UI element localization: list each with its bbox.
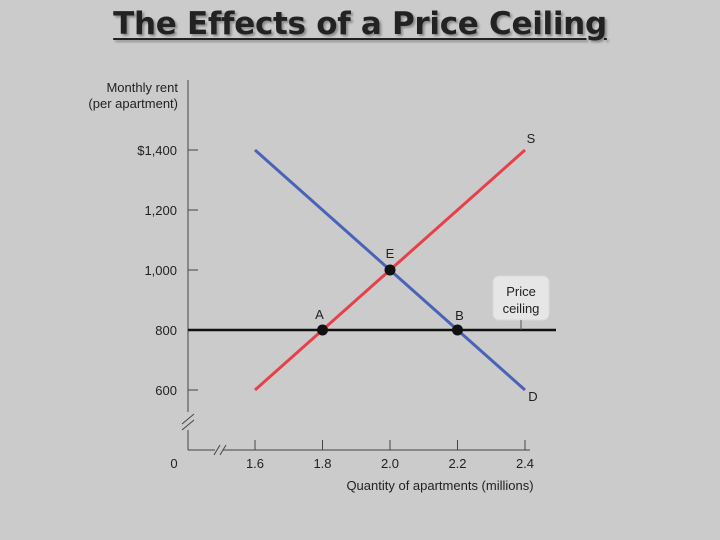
slide-title: The Effects of a Price Ceiling bbox=[113, 6, 607, 42]
chart-labels: 600 800 1,000 1,200 $1,400 1.6 1.8 2.0 2.2 2.4 0 Mo… bbox=[88, 80, 550, 493]
x-axis-break-mark bbox=[219, 444, 227, 456]
equilibrium-points bbox=[317, 264, 463, 336]
x-tick-label: 1.8 bbox=[313, 456, 331, 471]
supply-label: S bbox=[527, 131, 536, 146]
point-e bbox=[384, 264, 396, 276]
y-tick-label: $1,400 bbox=[137, 143, 177, 158]
x-tick-label: 2.0 bbox=[381, 456, 399, 471]
y-tick-label: 800 bbox=[155, 323, 177, 338]
point-b bbox=[452, 324, 463, 336]
x-tick-label: 2.2 bbox=[448, 456, 466, 471]
x-tick-label: 2.4 bbox=[516, 456, 534, 471]
y-axis-break-mark bbox=[181, 419, 195, 431]
y-tick-label: 600 bbox=[155, 383, 177, 398]
y-axis-break-mark bbox=[181, 413, 195, 425]
price-ceiling-label: Price bbox=[506, 284, 536, 299]
point-label-a: A bbox=[315, 307, 324, 322]
origin-label: 0 bbox=[170, 456, 177, 471]
x-axis-break-mark bbox=[213, 444, 221, 456]
x-tick-label: 1.6 bbox=[246, 456, 264, 471]
point-label-b: B bbox=[455, 308, 464, 323]
series-lines bbox=[188, 148, 556, 392]
y-tick-label: 1,200 bbox=[144, 203, 177, 218]
axes bbox=[181, 80, 530, 456]
point-a bbox=[317, 324, 328, 336]
point-label-e: E bbox=[386, 246, 395, 261]
x-axis-title: Quantity of apartments (millions) bbox=[346, 478, 533, 493]
y-axis-title: Monthly rent bbox=[106, 80, 178, 95]
y-axis-title: (per apartment) bbox=[88, 96, 178, 111]
y-tick-label: 1,000 bbox=[144, 263, 177, 278]
demand-label: D bbox=[528, 389, 537, 404]
price-ceiling-label: ceiling bbox=[503, 301, 540, 316]
